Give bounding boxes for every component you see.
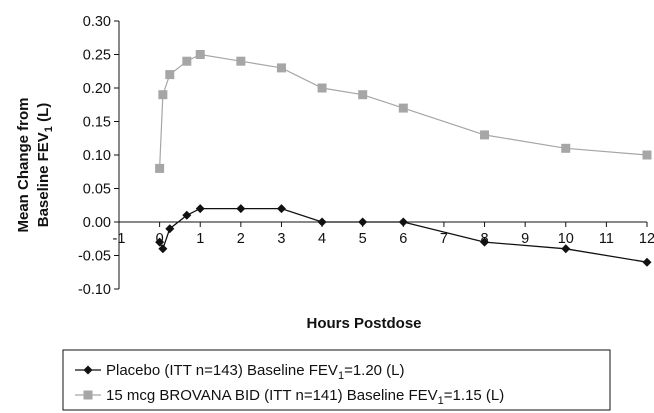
x-tick-label: 11 (599, 231, 614, 247)
y-tick-label: 0.20 (83, 81, 111, 97)
legend-swatch-marker (83, 365, 93, 375)
legend-label: 15 mcg BROVANA BID (ITT n=141) Baseline … (106, 387, 504, 407)
ticks-layer: -0.10 -0.05 0.00 0.05 0.10 0.15 0.20 0.25 0.30 -1… (78, 14, 654, 298)
data-point (236, 56, 246, 66)
x-tick-label: 4 (318, 231, 326, 247)
data-point (642, 150, 652, 160)
data-point (158, 244, 168, 254)
y-tick-label: -0.10 (78, 282, 111, 298)
y-axis-title-line2: Baseline FEV1 (L) (35, 103, 55, 228)
legend-label-subscript: 1 (338, 370, 344, 382)
data-point (276, 204, 286, 214)
y-axis-title-unit: (L) (35, 103, 52, 126)
x-axis-title: Hours Postdose (306, 315, 421, 332)
y-axis-title-text: Baseline FEV (35, 132, 52, 227)
x-tick-label: 6 (399, 231, 407, 247)
legend-label: Placebo (ITT n=143) Baseline FEV1=1.20 (… (106, 362, 405, 382)
x-tick-label: 7 (440, 231, 448, 247)
data-point (561, 143, 571, 153)
data-point (561, 244, 571, 254)
legend-entry-placebo: Placebo (ITT n=143) Baseline FEV1=1.20 (… (75, 362, 405, 382)
data-point (155, 237, 165, 247)
series-placebo (155, 204, 652, 267)
y-tick-label: 0.15 (83, 115, 111, 131)
y-tick-label: 0.30 (83, 14, 111, 30)
legend: Placebo (ITT n=143) Baseline FEV1=1.20 (… (62, 349, 611, 411)
x-tick-label: 10 (558, 231, 574, 247)
data-point (195, 204, 205, 214)
data-point (195, 50, 205, 59)
data-point (158, 90, 168, 100)
legend-label-text: Placebo (ITT n=143) Baseline FEV (106, 362, 338, 379)
x-tick-label: 1 (196, 231, 204, 247)
data-point (165, 70, 175, 80)
x-tick-label: -1 (113, 231, 126, 247)
data-point (398, 103, 408, 113)
y-tick-label: 0.05 (83, 182, 111, 198)
data-point (276, 63, 286, 73)
x-tick-label: 12 (639, 231, 654, 247)
legend-label-suffix: =1.15 (L) (444, 387, 504, 404)
series-brovana (155, 50, 652, 173)
data-point (182, 56, 192, 66)
data-point (165, 224, 175, 234)
legend-label-text: 15 mcg BROVANA BID (ITT n=141) Baseline … (106, 387, 438, 404)
data-point (480, 130, 490, 140)
data-point (480, 237, 490, 247)
x-tick-label: 3 (277, 231, 285, 247)
y-axis-title-subscript: 1 (43, 126, 55, 132)
legend-entry-brovana: 15 mcg BROVANA BID (ITT n=141) Baseline … (75, 387, 504, 407)
data-point (182, 210, 192, 220)
x-tick-label: 0 (156, 231, 164, 247)
y-axis-title-line1: Mean Change from (15, 97, 32, 232)
y-tick-label: 0.25 (83, 48, 111, 64)
series-layer (155, 50, 652, 267)
data-point (155, 163, 165, 173)
x-tick-label: 5 (359, 231, 367, 247)
x-tick-label: 9 (521, 231, 529, 247)
legend-swatch-marker (83, 390, 93, 400)
y-tick-label: 0.00 (83, 215, 111, 231)
legend-label-subscript: 1 (438, 395, 444, 407)
y-tick-label: -0.05 (78, 249, 111, 265)
data-point (642, 257, 652, 267)
x-tick-label: 8 (480, 231, 488, 247)
data-point (317, 83, 327, 93)
x-tick-label: 2 (237, 231, 245, 247)
data-point (358, 90, 368, 100)
data-point (236, 204, 246, 214)
y-tick-label: 0.10 (83, 148, 111, 164)
legend-label-suffix: =1.20 (L) (344, 362, 404, 379)
legend-box (62, 349, 611, 411)
